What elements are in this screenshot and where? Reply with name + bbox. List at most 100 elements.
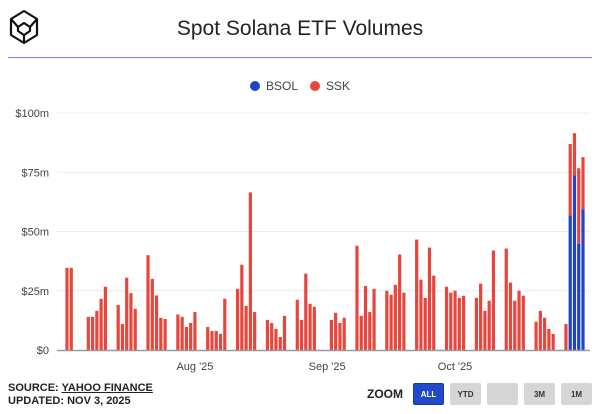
bar-ssk xyxy=(389,294,393,350)
bar-ssk xyxy=(295,299,299,350)
bar-ssk xyxy=(457,297,461,350)
bar-ssk xyxy=(363,286,368,350)
bar-ssk xyxy=(163,318,167,350)
bar-ssk xyxy=(154,295,159,350)
bar-ssk xyxy=(423,297,427,350)
bar-ssk xyxy=(551,333,555,350)
bar-ssk xyxy=(449,292,453,350)
bar-bsol xyxy=(568,215,572,350)
bar-ssk xyxy=(240,264,244,350)
bar-ssk xyxy=(69,267,73,350)
bar-ssk xyxy=(547,328,551,350)
bar-ssk xyxy=(223,298,227,350)
bar-ssk xyxy=(427,247,432,350)
source-link[interactable]: YAHOO FINANCE xyxy=(61,382,153,394)
bar-ssk xyxy=(282,315,287,350)
bar-ssk xyxy=(474,297,478,350)
logo-cube-icon xyxy=(9,9,39,45)
bar-ssk xyxy=(99,298,103,350)
bar-ssk xyxy=(176,314,180,350)
bar-ssk xyxy=(265,319,270,350)
x-tick-label: Aug '25 xyxy=(176,361,213,373)
bar-ssk xyxy=(253,312,257,350)
x-tick-label: Sep '25 xyxy=(309,361,346,373)
bar-ssk xyxy=(299,319,304,350)
bar-ssk xyxy=(483,310,487,350)
bar-ssk xyxy=(206,327,210,350)
bar-ssk xyxy=(248,192,252,350)
bar-bsol xyxy=(581,209,585,350)
bar-ssk xyxy=(103,286,107,350)
bar-ssk xyxy=(90,316,95,350)
bar-ssk xyxy=(214,331,218,350)
y-tick-label: $50m xyxy=(21,227,49,239)
bar-ssk xyxy=(538,310,542,350)
bar-ssk xyxy=(508,282,513,350)
bar-ssk xyxy=(487,300,491,350)
bar-ssk xyxy=(133,308,137,350)
bar-ssk xyxy=(359,315,363,350)
bar-ssk xyxy=(235,288,240,350)
bar-bsol xyxy=(577,243,581,350)
bar-ssk xyxy=(180,316,184,350)
bar-ssk xyxy=(419,279,423,350)
bar-ssk xyxy=(453,290,457,350)
bar-bsol xyxy=(572,175,577,350)
bar-ssk xyxy=(444,286,449,350)
bar-ssk xyxy=(577,168,581,244)
bar-ssk xyxy=(491,250,496,350)
bar-ssk xyxy=(244,305,248,350)
zoom-3m-button[interactable]: 3M xyxy=(524,383,555,405)
bar-ssk xyxy=(312,306,316,350)
zoom-ytd-button[interactable]: YTD xyxy=(450,383,481,405)
bar-ssk xyxy=(304,273,308,350)
title-divider xyxy=(8,57,592,58)
bar-ssk xyxy=(86,316,90,350)
source-label: SOURCE: xyxy=(8,382,62,394)
bar-ssk xyxy=(461,295,466,350)
legend-label-ssk: SSK xyxy=(326,79,351,93)
bar-ssk xyxy=(517,290,521,350)
bar-ssk xyxy=(398,254,402,350)
bar-ssk xyxy=(393,284,397,350)
bar-ssk xyxy=(116,304,120,350)
bar-ssk xyxy=(342,317,346,350)
legend-item-bsol[interactable]: BSOL xyxy=(249,79,298,93)
bar-ssk xyxy=(270,322,274,350)
bar-ssk xyxy=(568,144,572,216)
zoom-blank-button[interactable] xyxy=(487,383,518,405)
bar-ssk xyxy=(95,310,99,350)
bar-ssk xyxy=(355,245,359,350)
zoom-label: ZOOM xyxy=(367,387,403,401)
legend-marker-ssk xyxy=(310,81,320,91)
bar-ssk xyxy=(334,312,338,350)
legend-label-bsol: BSOL xyxy=(265,79,298,93)
bar-ssk xyxy=(120,323,125,350)
zoom-all-button[interactable]: ALL xyxy=(413,383,444,405)
x-tick-label: Oct '25 xyxy=(438,361,473,373)
bar-ssk xyxy=(150,278,154,350)
zoom-controls: ZOOM ALL YTD 3M 1M xyxy=(367,383,592,405)
bar-ssk xyxy=(385,290,389,350)
y-tick-label: $0 xyxy=(37,345,49,357)
bar-ssk xyxy=(513,300,517,350)
legend-marker-bsol xyxy=(249,81,260,91)
updated-date: UPDATED: NOV 3, 2025 xyxy=(8,395,131,407)
bar-ssk xyxy=(581,157,585,210)
bar-ssk xyxy=(572,133,577,176)
bar-ssk xyxy=(372,288,376,350)
bar-ssk xyxy=(521,295,525,350)
zoom-1m-button[interactable]: 1M xyxy=(561,383,592,405)
legend-item-ssk[interactable]: SSK xyxy=(310,79,350,93)
y-tick-label: $100m xyxy=(15,108,49,120)
bar-ssk xyxy=(338,322,342,350)
bar-ssk xyxy=(184,327,189,350)
bar-ssk xyxy=(218,333,223,350)
bar-ssk xyxy=(146,255,150,350)
bar-ssk xyxy=(65,267,69,350)
bar-ssk xyxy=(368,312,372,350)
y-tick-label: $75m xyxy=(21,167,49,179)
chart-title: Spot Solana ETF Volumes xyxy=(176,17,424,40)
y-tick-label: $25m xyxy=(21,286,49,298)
